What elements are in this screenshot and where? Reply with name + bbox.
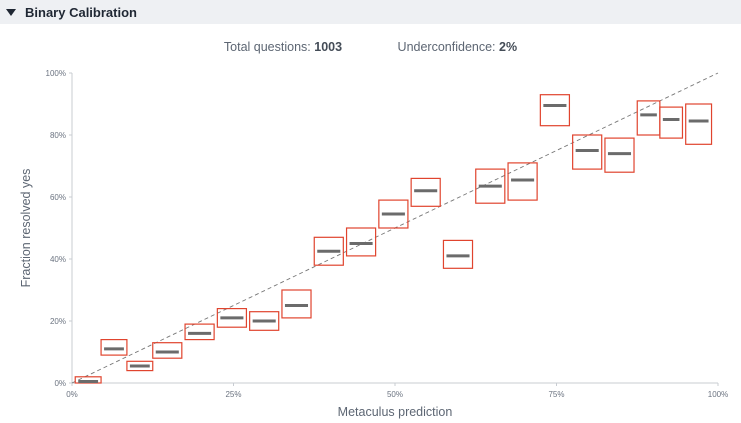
calibration-bin-box (345, 227, 377, 257)
calibration-bin-box (249, 311, 280, 331)
calibration-bin-box (74, 376, 102, 384)
section-header-toggle[interactable]: Binary Calibration (0, 0, 741, 24)
calibration-bin-box (475, 168, 506, 204)
calibration-bin-box (100, 339, 128, 356)
caret-down-icon[interactable] (6, 9, 16, 16)
calibration-bin-box (126, 360, 154, 372)
calibration-bin-box (572, 134, 603, 170)
y-tick-label: 0% (54, 379, 66, 388)
total-questions-value: 1003 (314, 40, 343, 54)
x-tick-label: 0% (66, 390, 78, 399)
calibration-bin-box (539, 94, 571, 127)
x-tick-label: 50% (387, 390, 403, 399)
calibration-bin-box (281, 289, 312, 319)
calibration-bin-box (685, 103, 713, 145)
y-tick-label: 40% (50, 255, 66, 264)
calibration-bin-box (442, 239, 474, 269)
total-questions-stat: Total questions: 1003 (224, 40, 342, 54)
underconfidence-stat: Underconfidence: 2% (398, 40, 518, 54)
calibration-bin-box (378, 199, 409, 229)
y-tick-label: 100% (46, 69, 66, 78)
calibration-bin-box (507, 162, 538, 201)
calibration-bin-box (604, 137, 635, 173)
total-questions-label: Total questions: (223, 40, 311, 54)
y-tick-label: 60% (50, 193, 66, 202)
plot-area: 0% 25% 50% 75% 100% 0% 20% 40% 60% 80% 100% (46, 69, 729, 399)
section-title: Binary Calibration (25, 4, 137, 20)
calibration-bin-box (152, 342, 183, 359)
x-tick-label: 75% (548, 390, 564, 399)
calibration-bin-box (184, 323, 215, 341)
calibration-bin-box (216, 308, 248, 328)
underconfidence-label: Underconfidence: (397, 40, 496, 54)
stats-bar: Total questions: 1003 Underconfidence: 2… (0, 40, 741, 54)
x-axis-title: Metaculus prediction (338, 405, 453, 419)
calibration-chart: 0% 25% 50% 75% 100% 0% 20% 40% 60% 80% 100% Fracti… (19, 69, 729, 419)
calibration-bin-box (659, 106, 684, 139)
underconfidence-value: 2% (499, 40, 518, 54)
y-axis-title: Fraction resolved yes (19, 169, 33, 288)
calibration-bin-box (410, 177, 441, 207)
y-tick-label: 20% (50, 317, 66, 326)
x-tick-label: 100% (708, 390, 728, 399)
calibration-bin-box (313, 236, 344, 266)
y-tick-label: 80% (50, 131, 66, 140)
x-tick-label: 25% (225, 390, 241, 399)
